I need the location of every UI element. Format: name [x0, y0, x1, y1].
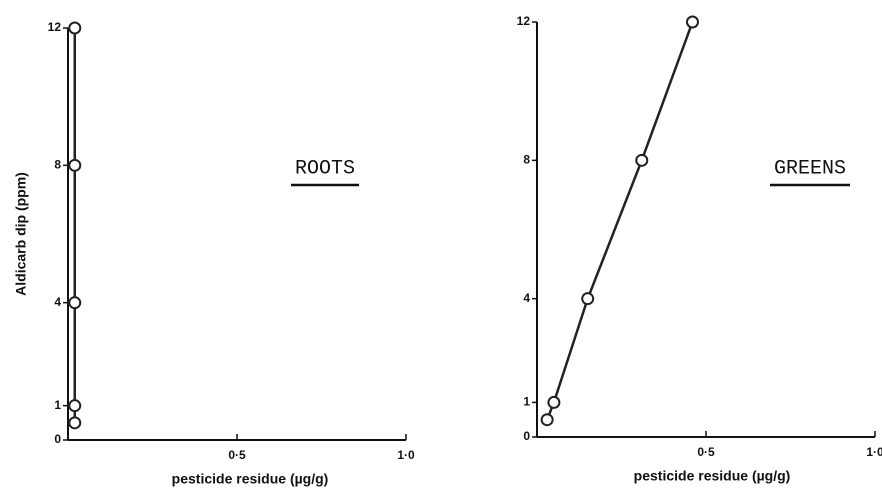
chart-title: ROOTS: [295, 157, 355, 180]
data-point: [635, 153, 649, 167]
y-tick-label: 8: [523, 153, 530, 167]
y-tick-label: 1: [523, 395, 530, 409]
y-tick-label: 4: [54, 295, 61, 309]
data-point: [540, 413, 554, 427]
y-tick-label: 0: [54, 432, 61, 446]
data-point: [68, 296, 82, 310]
x-axis-label: pesticide residue (µg/g): [634, 468, 791, 484]
x-tick-label: 1·0: [866, 445, 882, 459]
data-point: [68, 158, 82, 172]
x-tick-label: 0·5: [228, 448, 246, 462]
y-axis-label: Aldicarb dip (ppm): [13, 172, 29, 296]
y-tick-label: 12: [517, 14, 531, 28]
y-tick-label: 0: [523, 429, 530, 443]
data-point: [547, 395, 561, 409]
x-tick-label: 0·5: [697, 445, 715, 459]
y-tick-label: 12: [48, 20, 62, 34]
data-line: [545, 21, 694, 421]
x-tick-label: 1·0: [397, 448, 415, 462]
y-tick-label: 1: [54, 398, 61, 412]
chart-title: GREENS: [774, 157, 846, 180]
data-point: [581, 292, 595, 306]
y-tick-label: 4: [523, 291, 530, 305]
y-tick-label: 8: [54, 158, 61, 172]
x-axis-label: pesticide residue (µg/g): [172, 471, 329, 487]
data-point: [685, 15, 699, 29]
data-point: [68, 416, 82, 430]
data-point: [68, 399, 82, 413]
data-point: [68, 21, 82, 35]
